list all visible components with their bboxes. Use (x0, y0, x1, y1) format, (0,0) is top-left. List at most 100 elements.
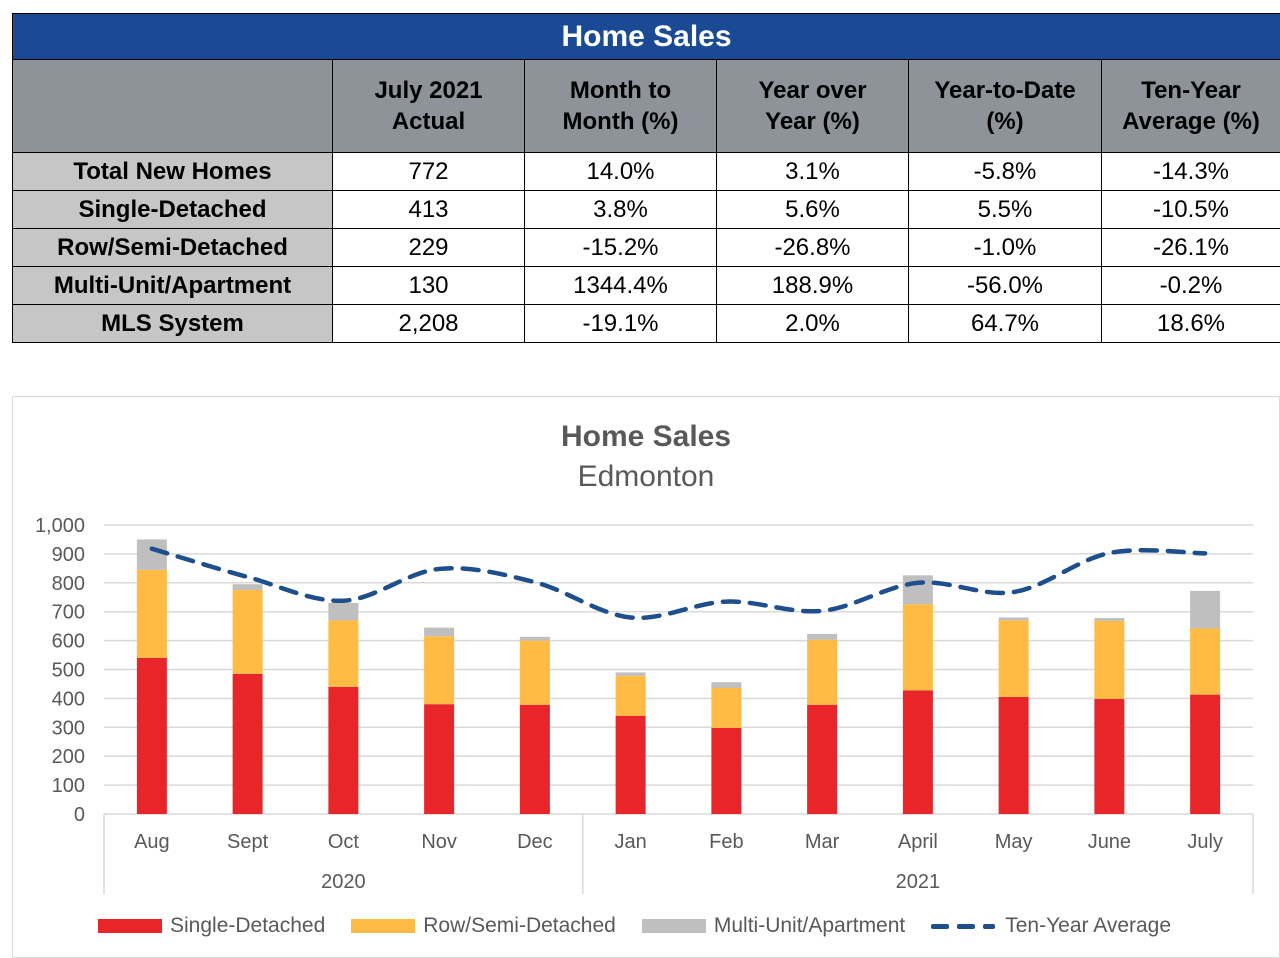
chart-subtitle: Edmonton (578, 460, 715, 493)
table-cell: 5.5% (909, 191, 1102, 229)
bar-multi-unit-apartment (711, 682, 741, 688)
table-cell: 229 (333, 229, 525, 267)
x-tick-label: Feb (709, 831, 743, 853)
row-label: Multi-Unit/Apartment (13, 267, 333, 305)
legend-swatch (98, 919, 162, 933)
bar-single-detached (1190, 695, 1220, 814)
legend-swatch (351, 919, 415, 933)
table-row: Total New Homes 772 14.0% 3.1% -5.8% -14… (13, 153, 1280, 191)
y-tick-label: 400 (52, 688, 85, 710)
table-row: Row/Semi-Detached 229 -15.2% -26.8% -1.0… (13, 229, 1280, 267)
bar-multi-unit-apartment (233, 584, 263, 590)
y-tick-label: 100 (52, 775, 85, 797)
x-tick-label: July (1187, 831, 1223, 853)
bar-single-detached (233, 674, 263, 814)
bar-single-detached (137, 658, 167, 814)
bar-single-detached (520, 705, 550, 814)
x-tick-label: June (1088, 831, 1131, 853)
table-title: Home Sales (13, 14, 1280, 60)
bar-single-detached (1094, 699, 1124, 814)
bar-row-semi-detached (616, 676, 646, 716)
legend-item-multi-unit: Multi-Unit/Apartment (642, 914, 905, 938)
table-cell: 1344.4% (525, 267, 717, 305)
bar-row-semi-detached (1190, 628, 1220, 694)
y-tick-label: 1,000 (35, 515, 85, 537)
table-cell: -19.1% (525, 305, 717, 343)
bar-multi-unit-apartment (424, 628, 454, 637)
bar-row-semi-detached (137, 570, 167, 658)
bar-multi-unit-apartment (137, 539, 167, 569)
y-tick-label: 700 (52, 602, 85, 624)
bar-row-semi-detached (424, 636, 454, 704)
y-tick-label: 600 (52, 631, 85, 653)
table-cell: 188.9% (717, 267, 909, 305)
header-year-to-date: Year-to-Date(%) (909, 60, 1102, 153)
table-row: Single-Detached 413 3.8% 5.6% 5.5% -10.5… (13, 191, 1280, 229)
table-cell: 3.8% (525, 191, 717, 229)
table-cell: -26.8% (717, 229, 909, 267)
group-label: 2021 (896, 871, 941, 893)
legend-item-row-semi-detached: Row/Semi-Detached (351, 914, 616, 938)
chart-legend: Single-Detached Row/Semi-Detached Multi-… (98, 912, 1197, 940)
legend-dash-line (931, 919, 995, 933)
x-tick-label: Nov (421, 831, 457, 853)
table-cell: 3.1% (717, 153, 909, 191)
table-cell: 130 (333, 267, 525, 305)
bar-row-semi-detached (233, 590, 263, 674)
bar-multi-unit-apartment (903, 575, 933, 604)
bar-row-semi-detached (328, 620, 358, 686)
legend-label: Single-Detached (170, 914, 325, 938)
x-tick-label: Aug (134, 831, 170, 853)
legend-label: Ten-Year Average (1005, 914, 1171, 938)
legend-swatch (642, 919, 706, 933)
header-blank (13, 60, 333, 153)
bar-row-semi-detached (903, 604, 933, 690)
table-cell: 2,208 (333, 305, 525, 343)
table-cell: 18.6% (1102, 305, 1280, 343)
chart-title: Home Sales (561, 420, 731, 453)
bar-single-detached (903, 690, 933, 814)
legend-label: Multi-Unit/Apartment (714, 914, 905, 938)
bar-row-semi-detached (711, 688, 741, 728)
stacked-bar-chart: Home SalesEdmonton0100200300400500600700… (13, 397, 1279, 912)
row-label: Total New Homes (13, 153, 333, 191)
table-cell: -1.0% (909, 229, 1102, 267)
bar-multi-unit-apartment (1190, 591, 1220, 629)
bar-single-detached (999, 697, 1029, 814)
row-label: MLS System (13, 305, 333, 343)
table-cell: 14.0% (525, 153, 717, 191)
legend-item-ten-year-average: Ten-Year Average (931, 914, 1171, 938)
bar-multi-unit-apartment (328, 603, 358, 620)
table-cell: 5.6% (717, 191, 909, 229)
y-tick-label: 900 (52, 544, 85, 566)
x-tick-label: May (995, 831, 1033, 853)
bar-multi-unit-apartment (807, 634, 837, 640)
row-label: Single-Detached (13, 191, 333, 229)
x-tick-label: Oct (328, 831, 360, 853)
row-label: Row/Semi-Detached (13, 229, 333, 267)
bar-single-detached (424, 704, 454, 814)
table-row: MLS System 2,208 -19.1% 2.0% 64.7% 18.6% (13, 305, 1280, 343)
x-tick-label: Jan (615, 831, 647, 853)
table-cell: 2.0% (717, 305, 909, 343)
table-cell: 772 (333, 153, 525, 191)
legend-label: Row/Semi-Detached (423, 914, 616, 938)
y-tick-label: 300 (52, 717, 85, 739)
bar-multi-unit-apartment (520, 637, 550, 641)
bar-row-semi-detached (999, 620, 1029, 697)
bar-multi-unit-apartment (1094, 618, 1124, 621)
table-cell: 64.7% (909, 305, 1102, 343)
x-tick-label: Dec (517, 831, 553, 853)
bar-row-semi-detached (807, 640, 837, 705)
table-cell: -0.2% (1102, 267, 1280, 305)
y-tick-label: 800 (52, 573, 85, 595)
legend-item-single-detached: Single-Detached (98, 914, 325, 938)
group-label: 2020 (321, 871, 366, 893)
bar-single-detached (711, 728, 741, 814)
